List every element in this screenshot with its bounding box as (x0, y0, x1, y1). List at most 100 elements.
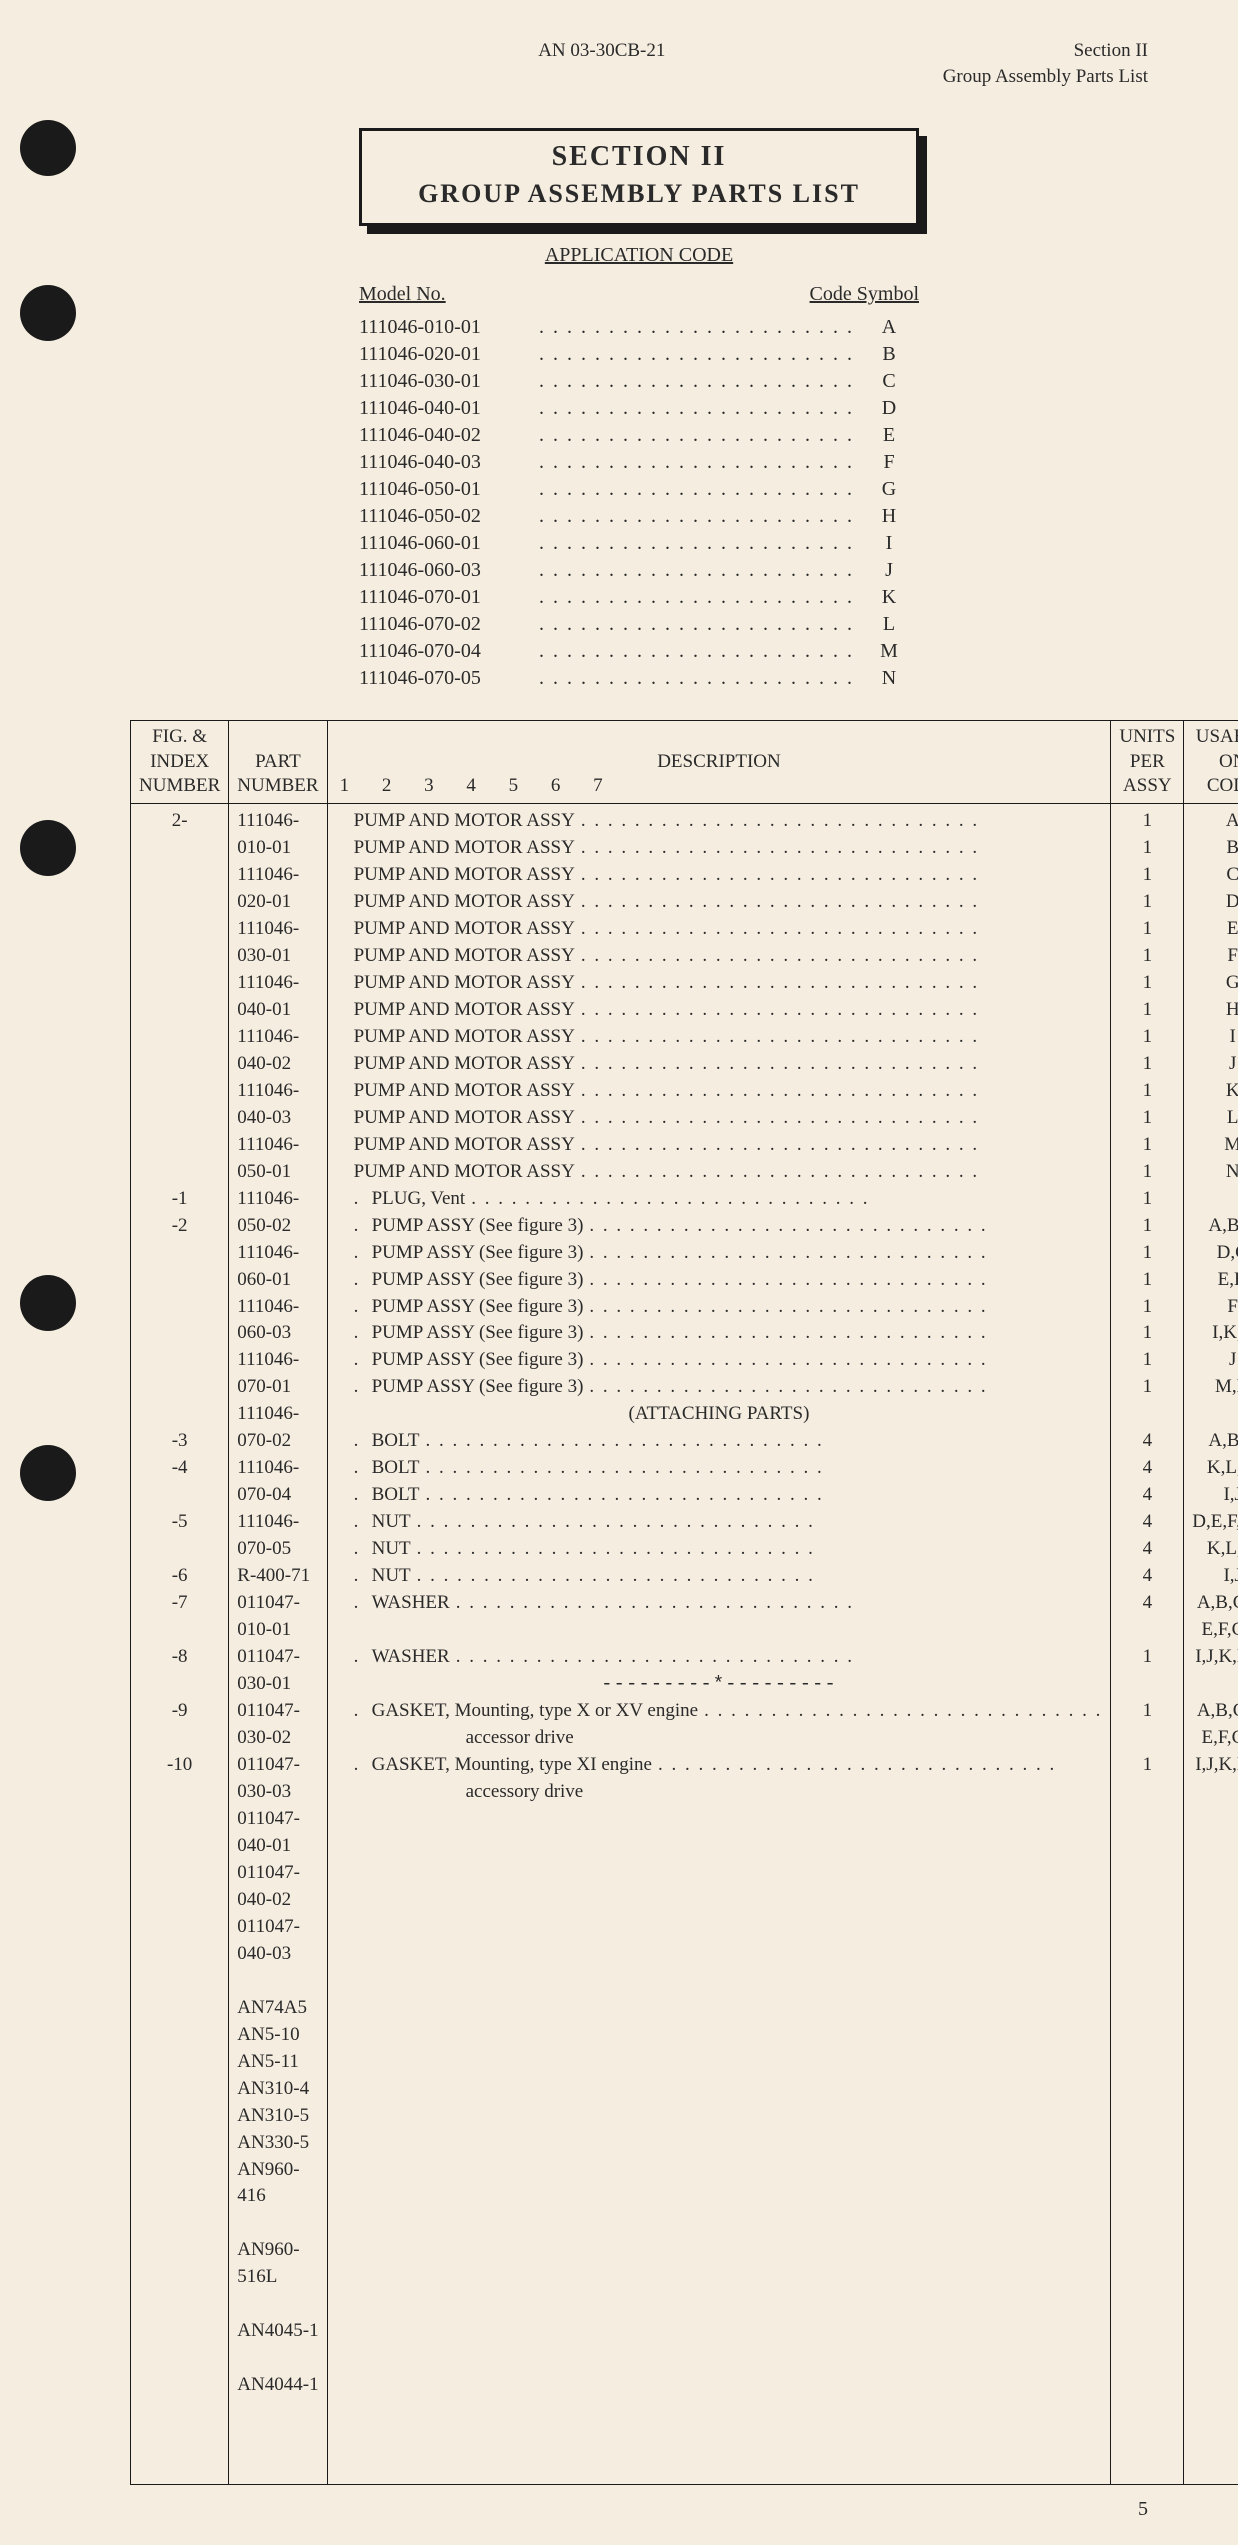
row-part: 111046-070-05 (237, 1509, 318, 1563)
row-description: PUMP AND MOTOR ASSY. . . . . . . . . . .… (336, 916, 1103, 943)
row-code: A,B,C,D, (1192, 1590, 1238, 1617)
code-row: 111046-050-02. . . . . . . . . . . . . .… (359, 503, 919, 530)
row-part: 111046-040-02 (237, 1024, 318, 1078)
row-description: PUMP AND MOTOR ASSY. . . . . . . . . . .… (336, 1159, 1103, 1186)
row-units (1119, 1671, 1175, 1698)
row-part: 011047-040-01 (237, 1806, 318, 1860)
row-part: 011047-040-02 (237, 1860, 318, 1914)
row-index (139, 1671, 220, 1698)
row-code: E (1192, 916, 1238, 943)
row-description: PUMP AND MOTOR ASSY. . . . . . . . . . .… (336, 835, 1103, 862)
row-part: 111046-070-01 (237, 1347, 318, 1401)
row-part: R-400-71 (237, 1563, 318, 1590)
code-row: 111046-060-03. . . . . . . . . . . . . .… (359, 557, 919, 584)
row-units (1119, 1779, 1175, 1806)
row-code: K (1192, 1078, 1238, 1105)
row-code: E,F,G,H (1192, 1725, 1238, 1752)
row-index: -10 (139, 1752, 220, 1779)
attaching-parts-label: (ATTACHING PARTS) (336, 1401, 1103, 1428)
row-units: 4 (1119, 1536, 1175, 1563)
row-index (139, 1078, 220, 1105)
row-description: .BOLT. . . . . . . . . . . . . . . . . .… (336, 1482, 1103, 1509)
row-units: 1 (1119, 1752, 1175, 1779)
row-units: 1 (1119, 1644, 1175, 1671)
row-index (139, 1401, 220, 1428)
code-row: 111046-010-01. . . . . . . . . . . . . .… (359, 314, 919, 341)
row-part: 111046-050-01 (237, 1132, 318, 1186)
row-index (139, 1132, 220, 1159)
row-index (139, 970, 220, 997)
row-description: PUMP AND MOTOR ASSY. . . . . . . . . . .… (336, 862, 1103, 889)
desc-continuation: accessory drive (336, 1779, 1103, 1806)
row-index (139, 1617, 220, 1644)
code-row: 111046-060-01. . . . . . . . . . . . . .… (359, 530, 919, 557)
row-description: PUMP AND MOTOR ASSY. . . . . . . . . . .… (336, 1051, 1103, 1078)
row-index (139, 1482, 220, 1509)
punch-hole (20, 1445, 76, 1501)
page-header: AN 03-30CB-21 Section II (130, 40, 1148, 62)
row-units: 1 (1119, 1078, 1175, 1105)
row-part: 111046-060-01 (237, 1240, 318, 1294)
row-code: F (1192, 1294, 1238, 1321)
row-code: C (1192, 862, 1238, 889)
row-code: D,E,F,G,H (1192, 1509, 1238, 1536)
row-units: 1 (1119, 1294, 1175, 1321)
row-index (139, 1267, 220, 1294)
punch-hole (20, 820, 76, 876)
th-index: FIG. & INDEX NUMBER (131, 721, 229, 804)
row-description: .NUT. . . . . . . . . . . . . . . . . . … (336, 1563, 1103, 1590)
row-index (139, 1051, 220, 1078)
row-code: E,F,G,H (1192, 1617, 1238, 1644)
th-code: USABLE ON CODE (1184, 721, 1238, 804)
code-row: 111046-070-02. . . . . . . . . . . . . .… (359, 611, 919, 638)
row-description: PUMP AND MOTOR ASSY. . . . . . . . . . .… (336, 970, 1103, 997)
row-part: AN330-5 (237, 2130, 318, 2157)
desc-continuation: accessor drive (336, 1725, 1103, 1752)
punch-hole (20, 285, 76, 341)
row-description: .GASKET, Mounting, type X or XV engine. … (336, 1698, 1103, 1725)
code-row: 111046-050-01. . . . . . . . . . . . . .… (359, 476, 919, 503)
document-page: AN 03-30CB-21 Section II Group Assembly … (0, 0, 1238, 2545)
row-part: AN310-4 (237, 2076, 318, 2103)
application-code-heading: APPLICATION CODE (130, 244, 1148, 267)
row-code: I,J (1192, 1482, 1238, 1509)
row-code: H (1192, 997, 1238, 1024)
row-index: -3 (139, 1428, 220, 1455)
row-code: D (1192, 889, 1238, 916)
row-units: 1 (1119, 1051, 1175, 1078)
row-description: .WASHER. . . . . . . . . . . . . . . . .… (336, 1644, 1103, 1671)
row-code: A (1192, 808, 1238, 835)
row-code: L (1192, 1105, 1238, 1132)
row-units: 1 (1119, 1105, 1175, 1132)
code-col-symbol: Code Symbol (810, 283, 919, 306)
th-units: UNITS PER ASSY (1111, 721, 1184, 804)
code-row: 111046-070-04. . . . . . . . . . . . . .… (359, 638, 919, 665)
parts-list-table: FIG. & INDEX NUMBER PART NUMBER DESCRIPT… (130, 720, 1238, 2485)
row-part: 011047-030-03 (237, 1752, 318, 1806)
row-part: AN5-11 (237, 2049, 318, 2076)
row-index: -9 (139, 1698, 220, 1725)
code-row: 111046-030-01. . . . . . . . . . . . . .… (359, 368, 919, 395)
section-label: Section II (1074, 40, 1148, 62)
row-index: 2- (139, 808, 220, 835)
row-units: 4 (1119, 1428, 1175, 1455)
row-part: AN74A5 (237, 1995, 318, 2022)
row-code: A,B,C (1192, 1428, 1238, 1455)
row-part: AN960-516L (237, 2237, 318, 2291)
row-description: PUMP AND MOTOR ASSY. . . . . . . . . . .… (336, 889, 1103, 916)
row-index (139, 916, 220, 943)
row-units: 4 (1119, 1455, 1175, 1482)
row-part: 111046-010-01 (237, 808, 318, 862)
row-part: AN5-10 (237, 2022, 318, 2049)
row-index: -8 (139, 1644, 220, 1671)
row-index: -5 (139, 1509, 220, 1536)
row-part: 111046-060-03 (237, 1294, 318, 1348)
row-code (1192, 1186, 1238, 1213)
doc-number: AN 03-30CB-21 (130, 40, 1074, 62)
row-part: 011047-030-01 (237, 1644, 318, 1698)
row-code: I,J,K,L,M (1192, 1752, 1238, 1779)
th-part: PART NUMBER (229, 721, 327, 804)
row-code: M,N (1192, 1374, 1238, 1401)
row-units: 4 (1119, 1590, 1175, 1617)
row-description: .GASKET, Mounting, type XI engine. . . .… (336, 1752, 1103, 1779)
